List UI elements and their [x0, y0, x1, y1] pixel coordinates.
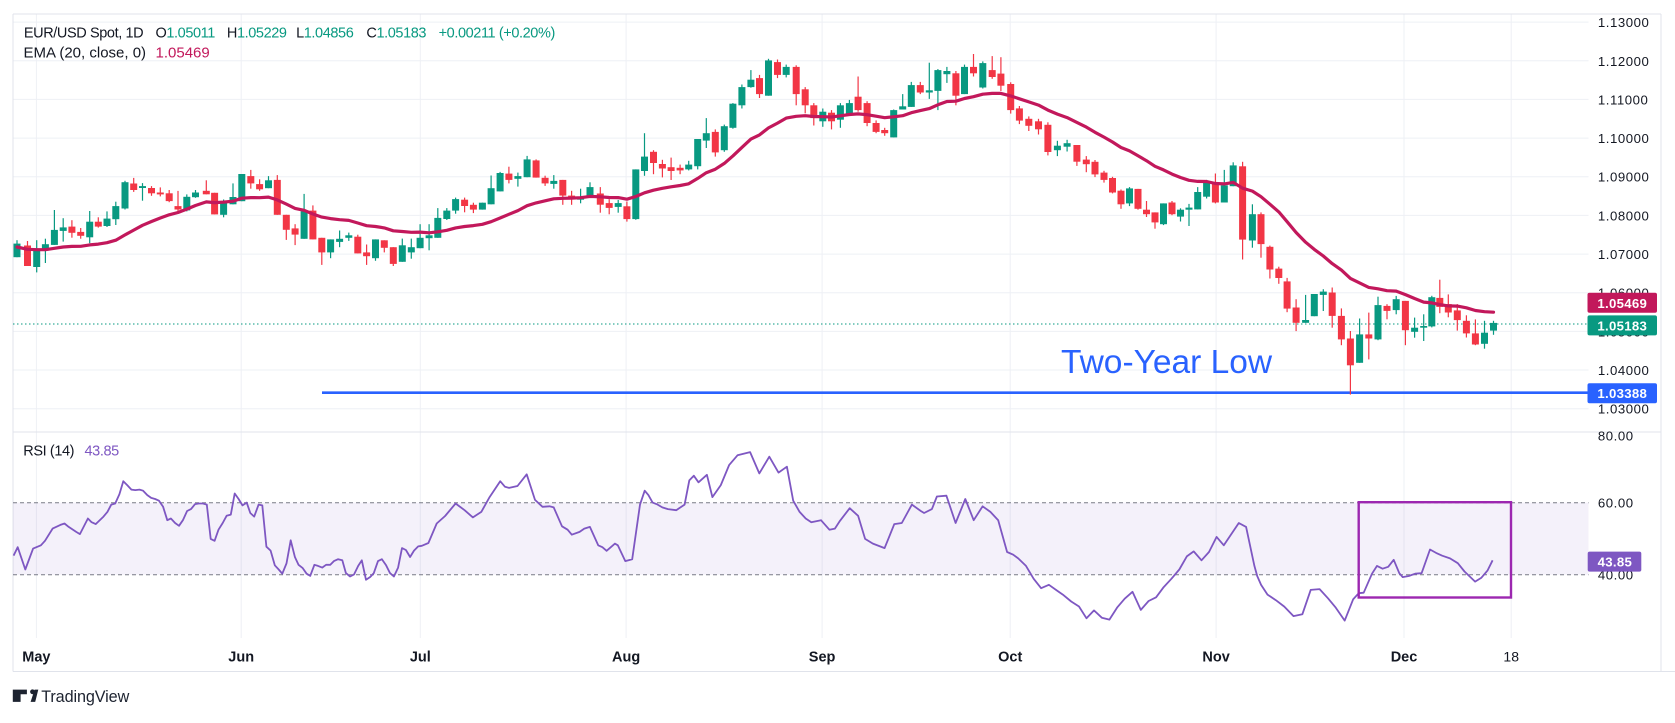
svg-text:Jul: Jul: [410, 650, 431, 666]
svg-text:L1.04856: L1.04856: [296, 26, 354, 42]
svg-text:1.05469: 1.05469: [1597, 296, 1647, 311]
svg-text:Oct: Oct: [998, 650, 1022, 666]
svg-text:1.11000: 1.11000: [1598, 92, 1649, 107]
svg-text:1.05469: 1.05469: [156, 45, 210, 62]
svg-text:+0.00211 (+0.20%): +0.00211 (+0.20%): [439, 26, 555, 42]
svg-text:1.03000: 1.03000: [1598, 402, 1650, 417]
svg-text:Aug: Aug: [612, 650, 640, 666]
svg-text:80.00: 80.00: [1598, 428, 1634, 443]
svg-text:O1.05011: O1.05011: [156, 26, 216, 42]
svg-text:H1.05229: H1.05229: [227, 26, 287, 42]
svg-text:RSI (14): RSI (14): [23, 444, 74, 460]
svg-text:43.85: 43.85: [1598, 555, 1633, 570]
svg-text:43.85: 43.85: [85, 444, 120, 460]
svg-text:1.13000: 1.13000: [1598, 15, 1650, 30]
svg-text:Jun: Jun: [228, 650, 254, 666]
svg-text:Two-Year Low: Two-Year Low: [1061, 344, 1273, 381]
svg-text:Nov: Nov: [1202, 650, 1229, 666]
svg-text:May: May: [22, 650, 50, 666]
svg-text:1.07000: 1.07000: [1598, 247, 1650, 262]
svg-text:1.10000: 1.10000: [1598, 131, 1650, 146]
svg-text:EMA (20, close, 0): EMA (20, close, 0): [24, 45, 147, 62]
svg-text:EUR/USD Spot, 1D: EUR/USD Spot, 1D: [24, 26, 143, 42]
svg-text:1.04000: 1.04000: [1598, 363, 1650, 378]
svg-text:C1.05183: C1.05183: [366, 26, 426, 42]
svg-text:60.00: 60.00: [1598, 496, 1634, 511]
svg-text:1.03388: 1.03388: [1597, 386, 1647, 401]
svg-text:1.08000: 1.08000: [1598, 208, 1650, 223]
svg-text:Sep: Sep: [809, 650, 836, 666]
svg-text:Dec: Dec: [1391, 650, 1418, 666]
svg-text:1.05183: 1.05183: [1597, 318, 1647, 333]
svg-text:1.12000: 1.12000: [1598, 54, 1650, 69]
svg-text:TradingView: TradingView: [41, 688, 129, 706]
svg-text:18: 18: [1503, 649, 1519, 665]
svg-text:1.09000: 1.09000: [1598, 170, 1650, 185]
